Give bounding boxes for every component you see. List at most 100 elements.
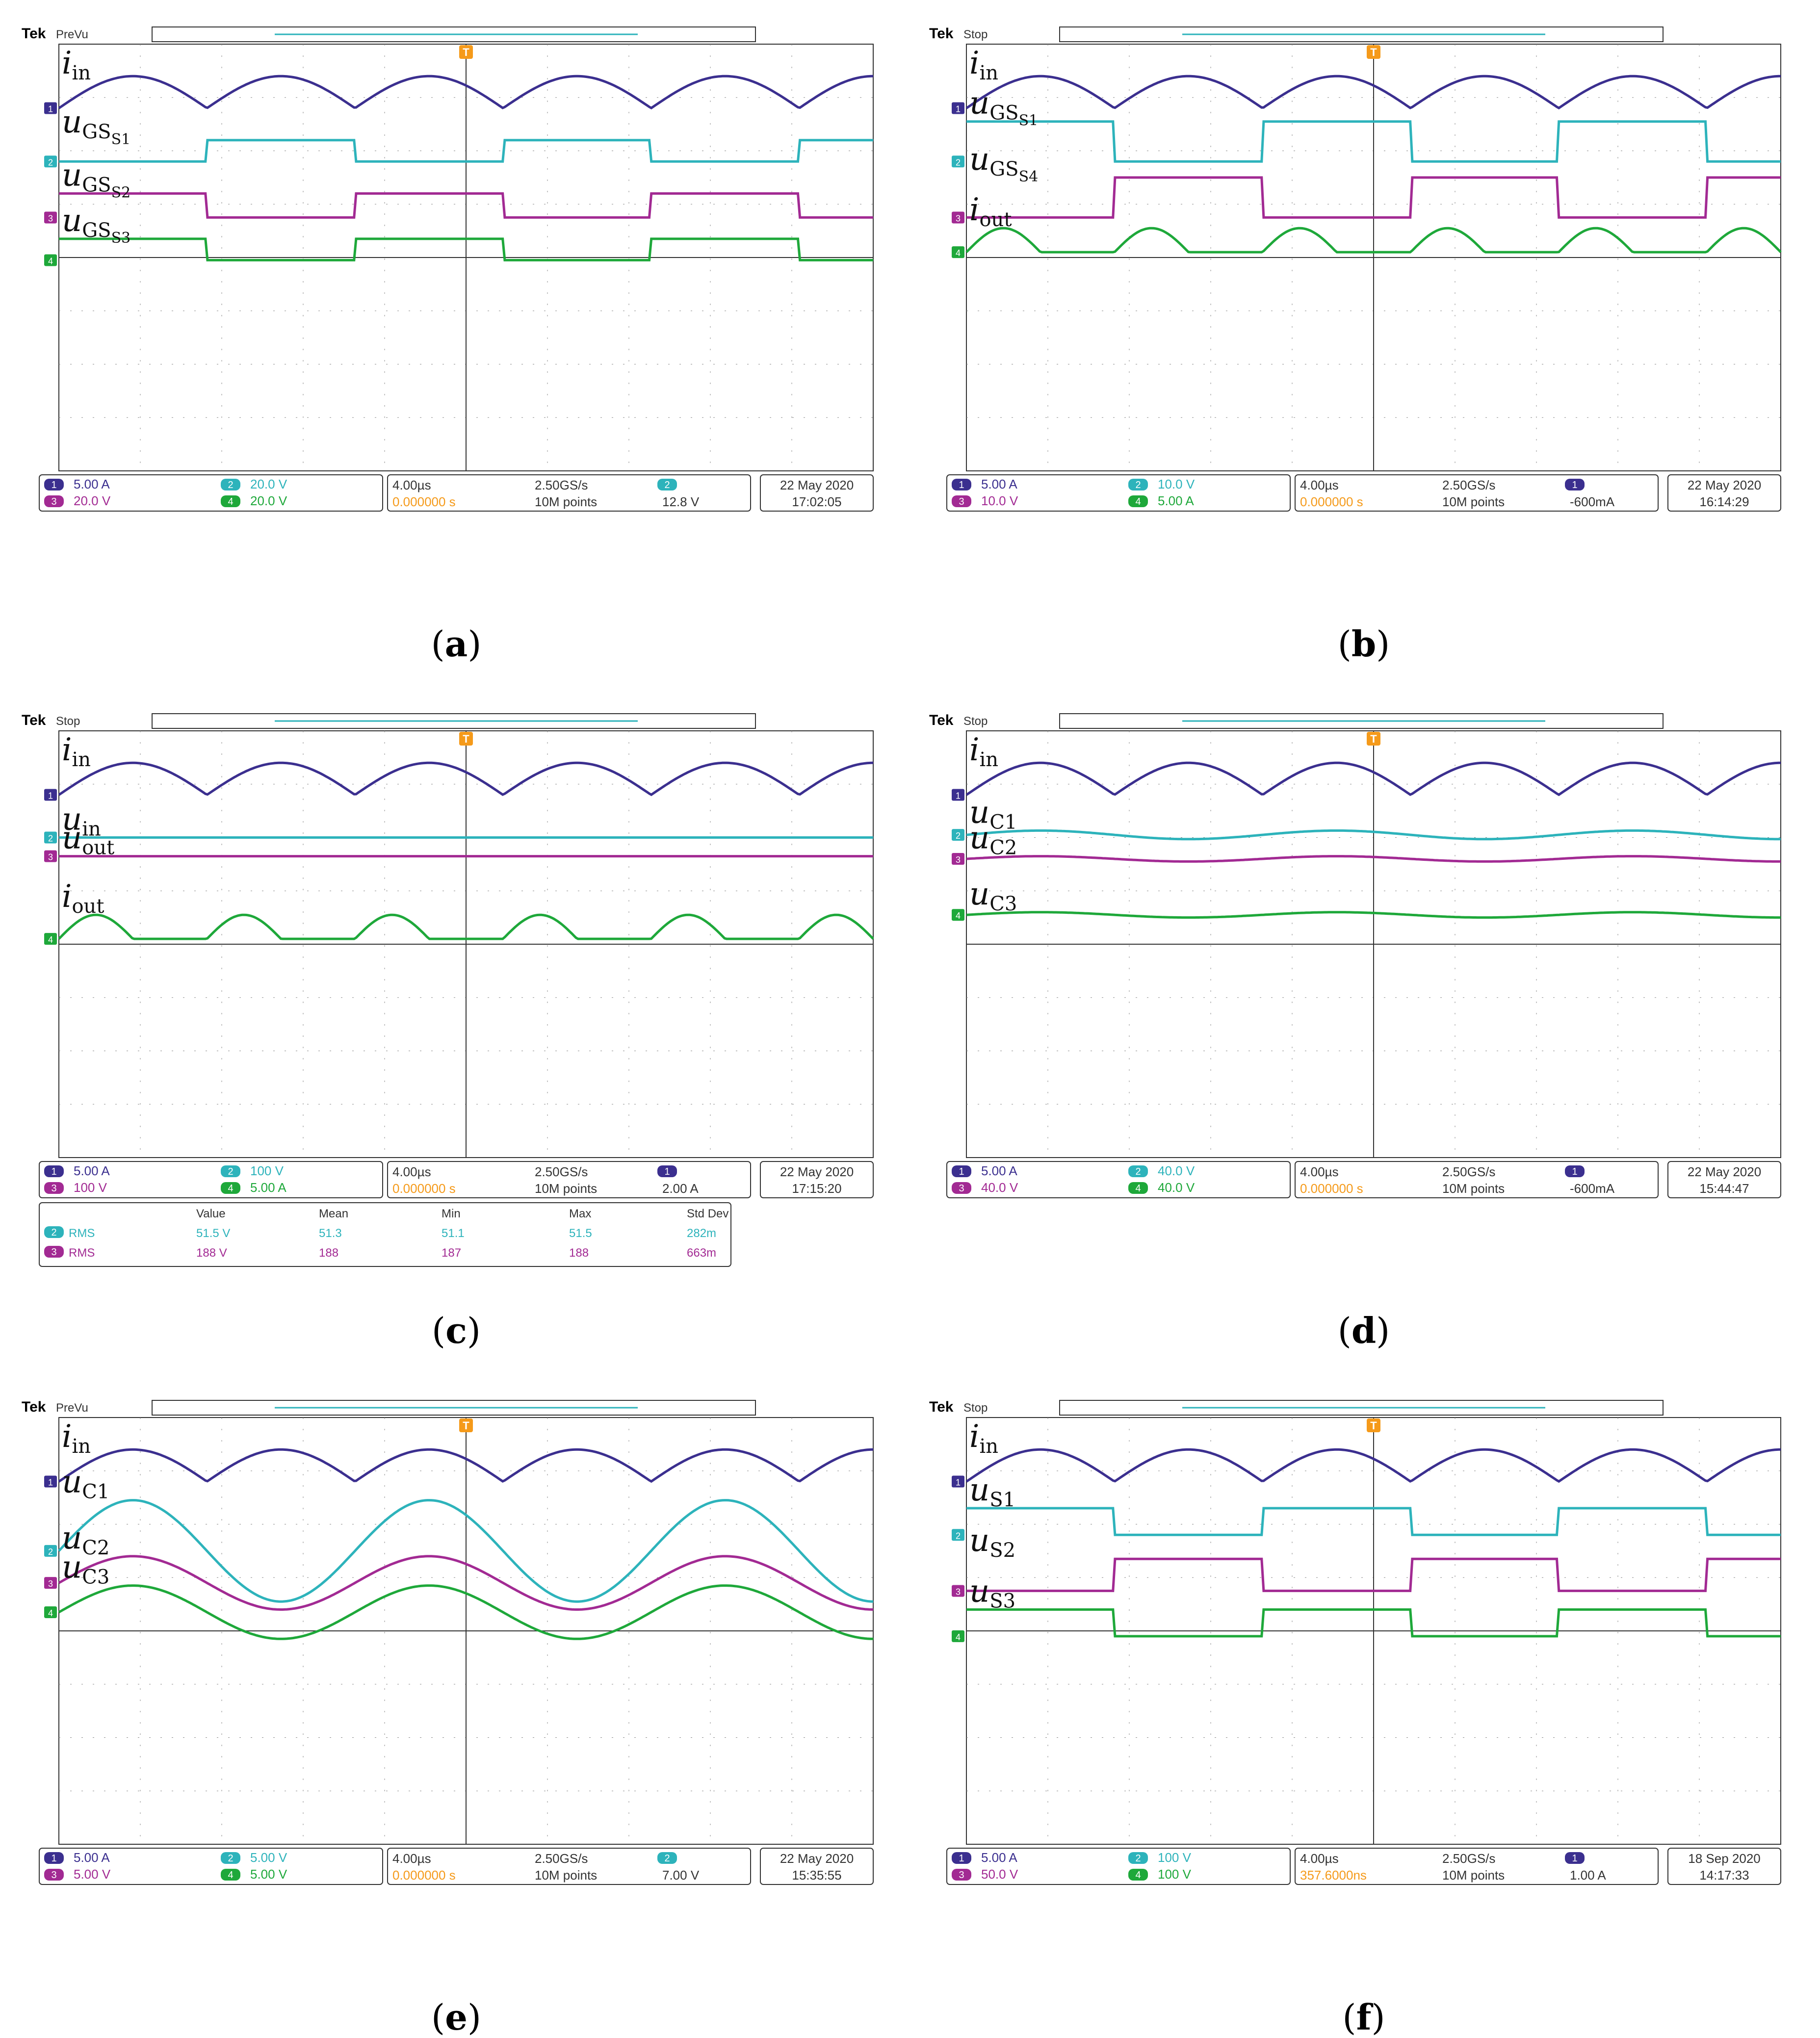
sample-rate: 2.50GS/s xyxy=(1442,1851,1495,1866)
label-ch4: iout xyxy=(62,878,104,918)
label-base: u xyxy=(969,1522,989,1559)
label-ch1: iin xyxy=(969,1419,998,1458)
trace-ch4 xyxy=(59,237,873,261)
trigger-marker-label: T xyxy=(463,46,469,58)
trace-ch4 xyxy=(966,1608,1781,1638)
label-ch3: uout xyxy=(62,820,114,859)
readout-scale-ch2: 5.00 V xyxy=(250,1850,287,1865)
time: 17:02:05 xyxy=(792,494,841,509)
measurement-name: RMS xyxy=(69,1246,95,1260)
label-sub: in xyxy=(82,818,101,841)
readout-badge-label-ch4: 4 xyxy=(1135,1183,1141,1194)
label-base: i xyxy=(62,878,72,915)
ground-marker-ch3 xyxy=(44,850,57,862)
trigger-marker xyxy=(1367,732,1380,746)
readout-scale-ch1: 5.00 A xyxy=(74,1163,110,1178)
trigger-marker xyxy=(459,732,473,746)
trace-ch1 xyxy=(58,75,873,110)
ground-marker-label-ch3: 3 xyxy=(956,1587,961,1597)
date: 22 May 2020 xyxy=(780,1851,854,1866)
record-bar xyxy=(1059,26,1664,42)
label-ch4: uS3 xyxy=(969,1574,1015,1613)
trigger-marker xyxy=(459,1419,473,1432)
readout-badge-label-ch1: 1 xyxy=(959,1853,964,1864)
readout-scale-ch1: 5.00 A xyxy=(981,477,1017,491)
label-sub: out xyxy=(82,837,114,859)
readout-badge-label-ch3: 3 xyxy=(959,1870,964,1881)
sample-rate: 2.50GS/s xyxy=(535,1851,588,1866)
datetime-box xyxy=(1667,1161,1781,1198)
readout-badge-ch3 xyxy=(952,1869,971,1881)
datetime-box xyxy=(1667,1848,1781,1885)
readout-badge-label-ch2: 2 xyxy=(1135,480,1141,490)
label-ch2: uGSS1 xyxy=(969,85,1038,129)
ground-marker-ch2 xyxy=(952,829,964,841)
trigger-marker xyxy=(1367,45,1380,59)
readout-badge-label-ch2: 2 xyxy=(228,1853,233,1864)
label-base: i xyxy=(62,45,72,81)
datetime-box xyxy=(760,1848,874,1885)
label-base: u xyxy=(969,1472,989,1508)
label-base: u xyxy=(969,1574,989,1610)
label-sub: GS xyxy=(82,174,111,197)
tek-brand: Tek xyxy=(22,712,46,728)
label-base: u xyxy=(62,157,82,194)
readout-scale-ch4: 40.0 V xyxy=(1158,1180,1195,1195)
measurement-value: 188 xyxy=(569,1246,589,1260)
measurement-header: Mean xyxy=(319,1207,348,1220)
measurement-value: 51.5 V xyxy=(196,1227,230,1240)
timebase: 4.00µs xyxy=(392,478,431,492)
ground-marker-label-ch2: 2 xyxy=(956,1531,961,1541)
readout-badge-label-ch4: 4 xyxy=(1135,1870,1141,1881)
trigger-source-badge xyxy=(1565,479,1585,490)
record-length: 10M points xyxy=(535,1868,597,1883)
ground-marker-label-ch4: 4 xyxy=(48,935,53,945)
label-ch3: uGSS4 xyxy=(969,141,1038,185)
label-base: u xyxy=(62,1549,82,1586)
ground-marker-ch4 xyxy=(952,909,964,921)
label-base: i xyxy=(969,192,979,228)
readout-badge-label-ch3: 3 xyxy=(959,1183,964,1194)
measurement-badge xyxy=(44,1246,64,1258)
label-sub: in xyxy=(979,748,998,771)
trigger-level: -600mA xyxy=(1570,494,1615,509)
timebase: 4.00µs xyxy=(1300,1164,1339,1179)
readout-scale-ch4: 20.0 V xyxy=(250,493,287,508)
label-base: u xyxy=(62,801,82,838)
readout-badge-label-ch4: 4 xyxy=(1135,496,1141,507)
label-base: i xyxy=(62,1419,72,1455)
trigger-source: 2 xyxy=(664,1853,670,1864)
measurement-header: Value xyxy=(196,1207,226,1220)
ground-marker-label-ch3: 3 xyxy=(48,1579,53,1589)
datetime-box xyxy=(760,1161,874,1198)
readout-scale-ch2: 20.0 V xyxy=(250,477,287,491)
caption-c: (c) xyxy=(431,1310,481,1351)
label-sub: GS xyxy=(989,102,1018,125)
trace-ch3 xyxy=(966,855,1781,863)
readout-scale-ch3: 20.0 V xyxy=(74,493,111,508)
ground-marker-label-ch3: 3 xyxy=(956,213,961,223)
label-sub: GS xyxy=(82,219,111,242)
readout-badge-ch3 xyxy=(952,495,971,507)
readout-scale-ch4: 5.00 V xyxy=(250,1867,287,1882)
trigger-position: 0.000000 s xyxy=(392,494,456,509)
ground-marker-label-ch1: 1 xyxy=(956,1478,961,1488)
ground-marker-label-ch1: 1 xyxy=(48,791,53,801)
readout-badge-ch4 xyxy=(1128,495,1148,507)
record-bar xyxy=(1059,1400,1664,1416)
label-base: i xyxy=(969,1419,979,1455)
measurement-badge xyxy=(44,1226,64,1238)
tek-brand: Tek xyxy=(22,1399,46,1415)
label-ch2: uC1 xyxy=(969,794,1017,833)
trace-ch2 xyxy=(966,120,1781,163)
trace-ch3 xyxy=(58,1555,874,1611)
datetime-box xyxy=(760,474,874,512)
channel-readout-box xyxy=(946,1848,1291,1885)
readout-scale-ch1: 5.00 A xyxy=(981,1163,1017,1178)
ground-marker-ch3 xyxy=(952,1585,964,1597)
trace-ch2 xyxy=(58,1499,874,1603)
panel-f: Tek Stop T 1 iin 2 uS1 3 uS2 4 uS3 1 5.00 A 2 100 V 3 50… xyxy=(927,1393,1800,2038)
trigger-source-badge xyxy=(657,479,677,490)
readout-scale-ch2: 40.0 V xyxy=(1158,1163,1195,1178)
